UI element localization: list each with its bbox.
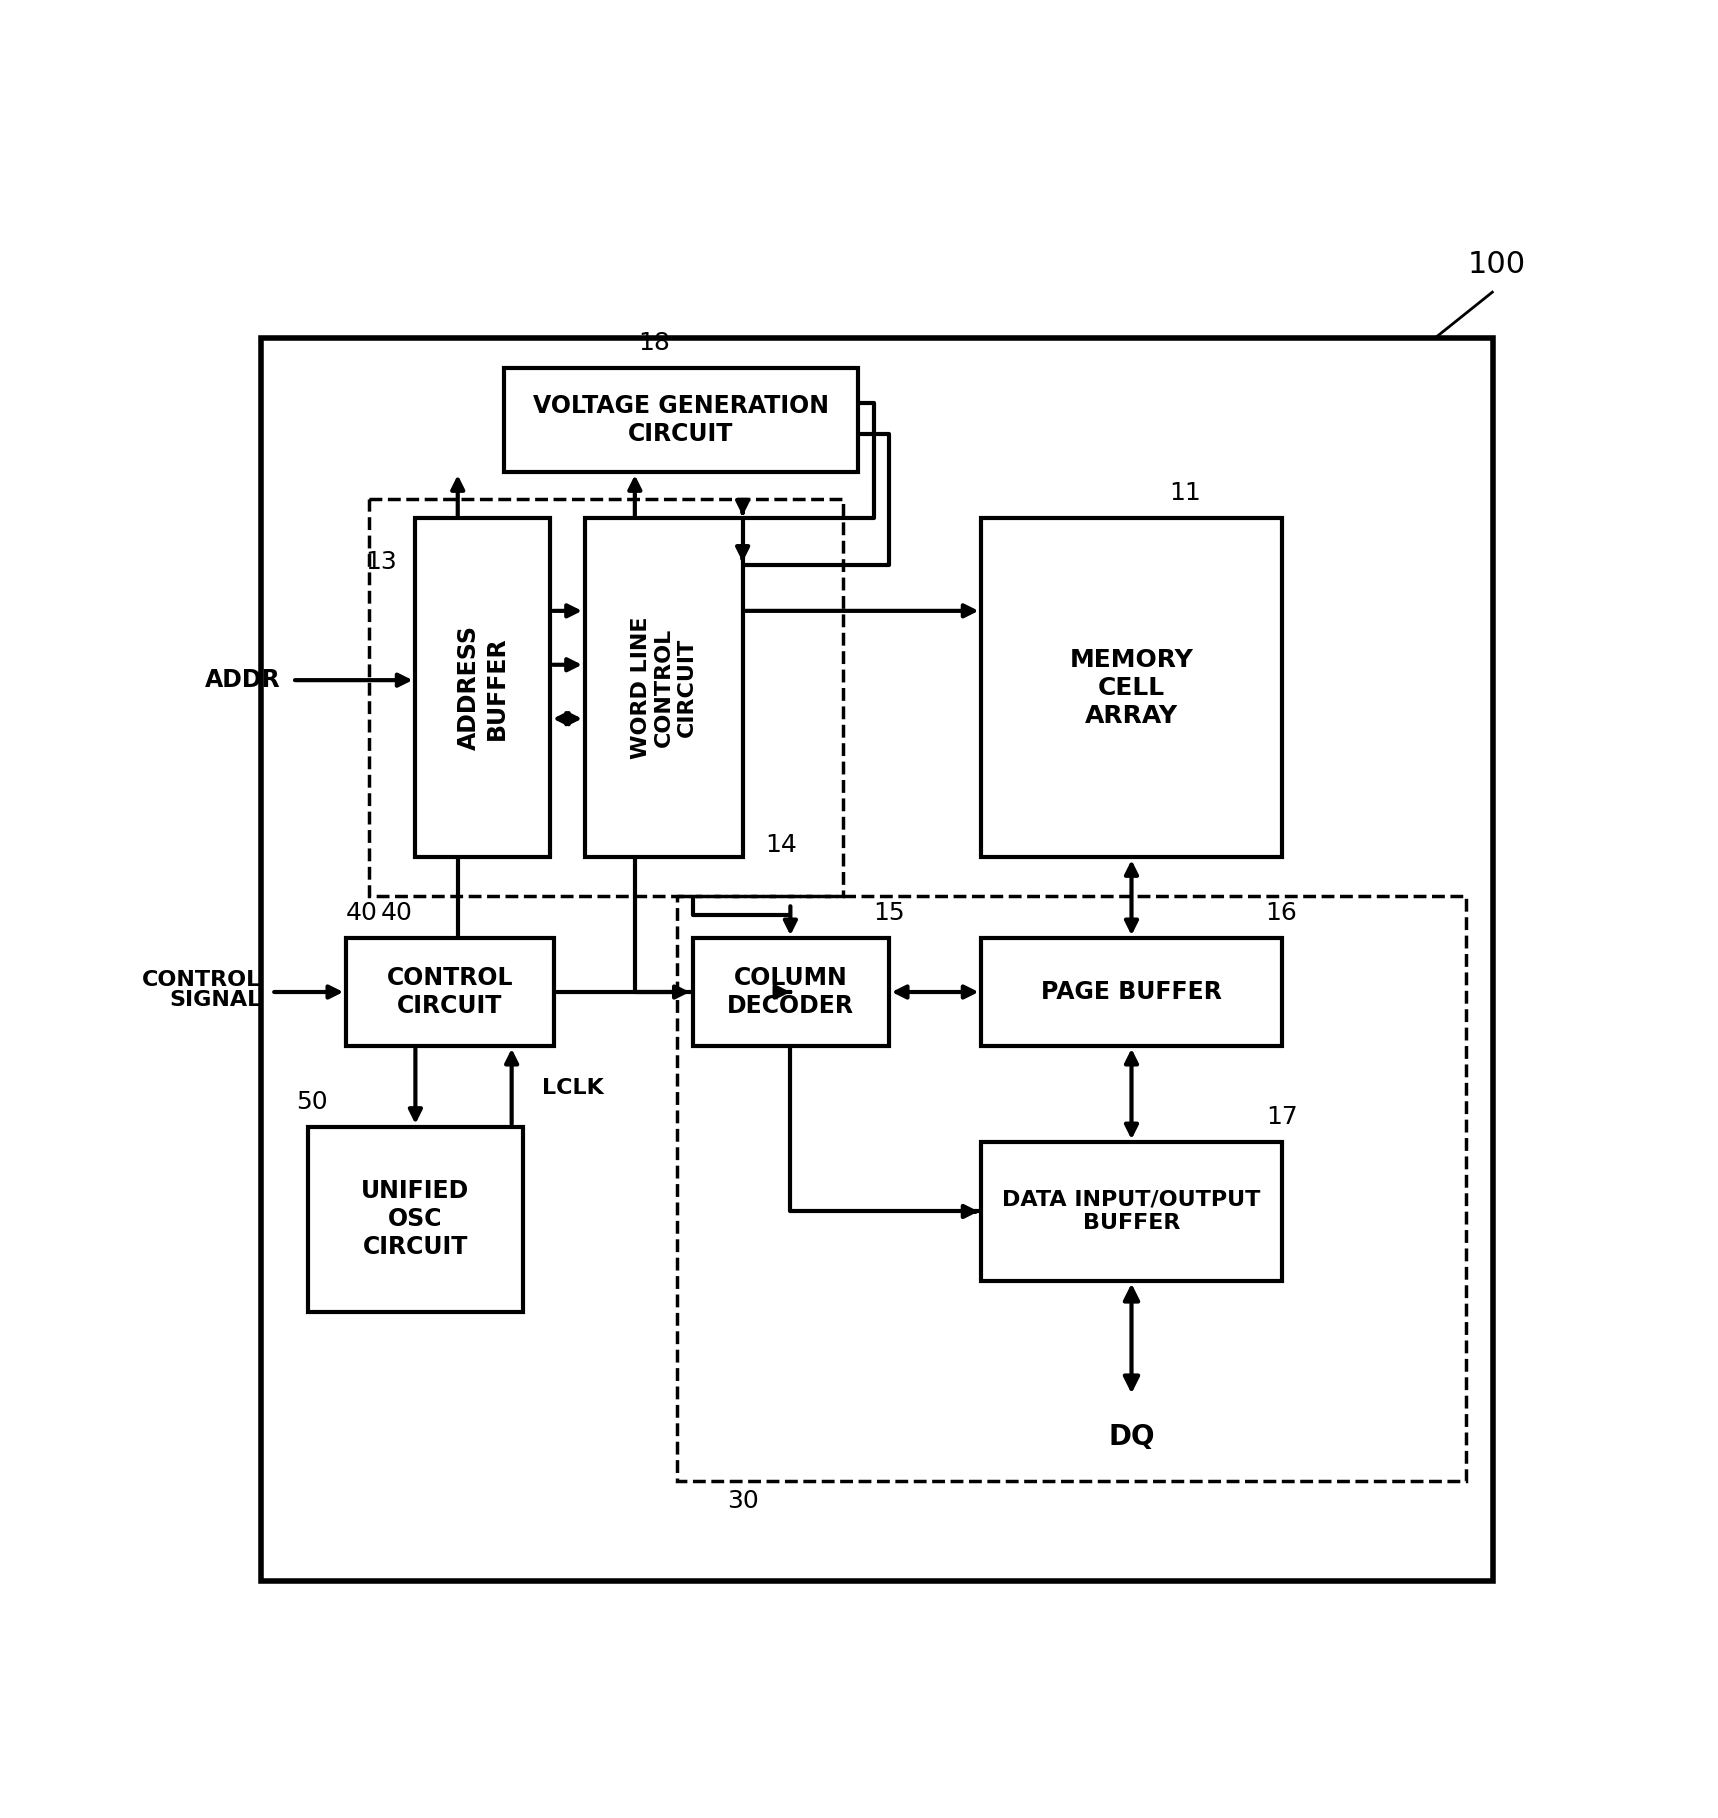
Text: CONTROL: CONTROL [143,971,261,991]
Text: COLUMN
DECODER: COLUMN DECODER [727,965,854,1018]
Bar [416,518,550,858]
Text: 18: 18 [637,331,670,355]
Bar [308,1127,524,1311]
Text: DATA INPUT/OUTPUT
BUFFER: DATA INPUT/OUTPUT BUFFER [1002,1189,1261,1233]
Text: 15: 15 [873,902,905,925]
Text: UNIFIED
OSC
CIRCUIT: UNIFIED OSC CIRCUIT [361,1180,469,1258]
Bar [345,938,553,1045]
Bar [981,938,1282,1045]
Text: MEMORY
CELL
ARRAY: MEMORY CELL ARRAY [1070,647,1194,727]
Text: PAGE BUFFER: PAGE BUFFER [1041,980,1221,1004]
Text: 14: 14 [765,833,797,858]
Text: SIGNAL: SIGNAL [168,989,261,1009]
Text: 50: 50 [295,1089,326,1114]
Text: WORD LINE
CONTROL
CIRCUIT: WORD LINE CONTROL CIRCUIT [631,616,698,760]
Bar [369,500,844,896]
Text: 16: 16 [1266,902,1297,925]
Text: 30: 30 [727,1489,759,1513]
Text: LCLK: LCLK [543,1078,605,1098]
Text: VOLTAGE GENERATION
CIRCUIT: VOLTAGE GENERATION CIRCUIT [533,395,830,445]
Text: 100: 100 [1469,249,1526,278]
Bar [692,938,888,1045]
Bar [584,518,742,858]
Bar [981,518,1282,858]
Text: 17: 17 [1266,1105,1297,1129]
Text: ADDRESS
BUFFER: ADDRESS BUFFER [457,625,509,751]
Text: DQ: DQ [1108,1423,1154,1451]
Text: 40: 40 [345,902,378,925]
Text: 11: 11 [1170,480,1201,505]
Bar [503,369,859,473]
Text: 40: 40 [381,902,412,925]
Bar [981,1142,1282,1280]
Bar [677,896,1467,1482]
Text: ADDR: ADDR [204,669,280,693]
Bar [261,338,1493,1582]
Text: CONTROL
CIRCUIT: CONTROL CIRCUIT [387,965,514,1018]
Text: 13: 13 [364,549,397,574]
